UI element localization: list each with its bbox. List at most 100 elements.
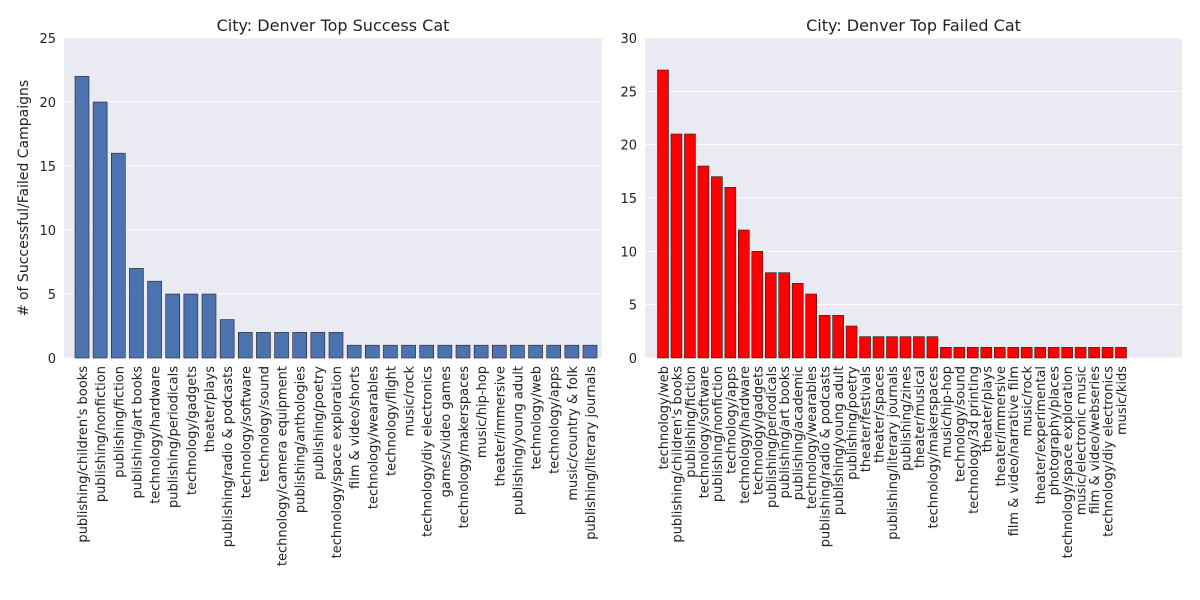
failed-bar [738, 229, 750, 359]
failed-bar [1020, 347, 1033, 359]
success-bar [546, 344, 562, 359]
success-x-tick-label: publishing/fiction [112, 366, 127, 478]
success-bar [328, 332, 344, 359]
failed-bar [940, 347, 952, 359]
success-bar [129, 268, 144, 359]
failed-x-tick-label: technology/hardware [738, 366, 753, 504]
failed-bar [751, 251, 764, 359]
failed-bar [1115, 347, 1127, 359]
success-y-tick-label: 25 [39, 32, 56, 47]
failed-bar [993, 347, 1006, 359]
success-y-tick-label: 10 [39, 224, 56, 239]
success-bar [419, 344, 435, 359]
success-x-tick-label: publishing/children's books [76, 366, 91, 543]
failed-x-tick-label: publishing/periodicals [765, 366, 780, 508]
failed-bar [953, 347, 966, 359]
success-bar [201, 293, 217, 359]
success-bar [147, 280, 162, 359]
failed-x-tick-label: publishing/poetry [846, 366, 861, 480]
success-y-tick-label: 20 [39, 96, 56, 111]
failed-bar [657, 69, 669, 359]
failed-bar [1007, 347, 1020, 359]
failed-bar [778, 272, 791, 359]
failed-x-tick-label: music/kids [1115, 366, 1130, 435]
success-x-tick-label: technology/software [239, 366, 254, 498]
failed-bar [1061, 347, 1073, 359]
failed-x-tick-label: publishing/art books [778, 366, 793, 499]
success-bar [364, 344, 380, 359]
failed-x-tick-label: publishing/literary journals [886, 366, 901, 540]
success-bar [346, 344, 362, 359]
success-x-tick-label: technology/sound [257, 366, 272, 482]
success-bar [74, 76, 90, 359]
failed-x-tick-label: publishing/children's books [670, 366, 685, 543]
failed-bar [670, 133, 683, 359]
failed-x-tick-label: publishing/radio & podcasts [819, 366, 834, 547]
failed-bar [859, 336, 871, 359]
failed-x-tick-label: music/rock [1021, 366, 1036, 437]
success-y-axis-label: # of Successful/Failed Campaigns [16, 80, 32, 316]
failed-bar [684, 133, 696, 359]
success-x-tick-label: theater/plays [203, 366, 218, 453]
success-bar [510, 344, 525, 359]
success-x-tick-label: technology/makerspaces [457, 366, 472, 529]
failed-bar [899, 336, 912, 359]
success-bar [274, 332, 289, 359]
failed-bar [845, 325, 858, 359]
failed-x-tick-label: publishing/nonfiction [711, 366, 726, 502]
failed-x-tick-label: publishing/zines [899, 366, 914, 471]
success-plot-area [64, 38, 602, 358]
failed-x-tick-label: technology/web [657, 366, 672, 469]
failed-x-tick-label: film & video/webseries [1088, 366, 1103, 514]
failed-y-tick-label: 25 [620, 85, 637, 100]
success-bar [473, 344, 489, 359]
failed-x-tick-label: theater/festivals [859, 366, 874, 472]
failed-bar [1047, 347, 1060, 359]
success-x-tick-label: film & video/shorts [348, 366, 363, 489]
success-x-tick-label: publishing/literary journals [584, 366, 599, 540]
failed-x-tick-label: publishing/academic [792, 366, 807, 500]
success-x-tick-label: publishing/periodicals [167, 366, 182, 508]
success-bar [437, 344, 453, 359]
failed-bar [1074, 347, 1087, 359]
failed-x-tick-label: technology/3d printing [967, 366, 982, 514]
success-bar [491, 344, 507, 359]
success-x-tick-label: technology/space exploration [330, 366, 345, 558]
success-bar [310, 332, 326, 359]
failed-bar [1101, 347, 1114, 359]
failed-x-tick-label: photography/places [1048, 366, 1063, 496]
success-x-tick-label: technology/flight [384, 366, 399, 476]
failed-y-tick-label: 5 [629, 299, 637, 314]
failed-chart-title: City: Denver Top Failed Cat [806, 16, 1021, 35]
failed-chart: 0 5 10 15 20 25 30 technology/webpublishing/ch… [620, 16, 1182, 558]
success-x-tick-label: publishing/anthologies [294, 366, 309, 513]
failed-bar [926, 336, 939, 359]
success-y-ticks: 0 5 10 15 20 25 [39, 32, 56, 367]
success-bar [401, 344, 416, 359]
success-x-tick-label: publishing/nonfiction [94, 366, 109, 502]
failed-y-tick-label: 0 [629, 352, 637, 367]
failed-x-tick-label: technology/gadgets [751, 366, 766, 495]
failed-x-tick-label: theater/experimental [1034, 366, 1049, 504]
failed-bar [1034, 347, 1046, 359]
failed-bar [697, 165, 710, 359]
failed-bar [980, 347, 993, 359]
failed-x-tick-label: music/hip-hop [940, 366, 955, 458]
success-x-tick-label: publishing/art books [130, 366, 145, 499]
success-x-tick-label: technology/apps [548, 366, 563, 474]
failed-bar [872, 336, 885, 359]
failed-x-tick-label: film & video/narrative film [1007, 366, 1022, 536]
success-bar [237, 332, 253, 359]
success-bar [256, 332, 271, 359]
success-x-tick-label: technology/camera equipment [276, 366, 291, 566]
failed-x-tick-label: technology/diy electronics [1102, 366, 1117, 537]
success-bar [564, 344, 580, 359]
failed-x-tick-label: publishing/young adult [832, 366, 847, 515]
failed-bar [832, 315, 844, 359]
failed-y-tick-label: 20 [620, 139, 637, 154]
success-x-ticks: publishing/children's books publishing/no… [76, 366, 599, 567]
success-chart-title: City: Denver Top Success Cat [217, 16, 450, 35]
failed-bars [657, 69, 1127, 359]
